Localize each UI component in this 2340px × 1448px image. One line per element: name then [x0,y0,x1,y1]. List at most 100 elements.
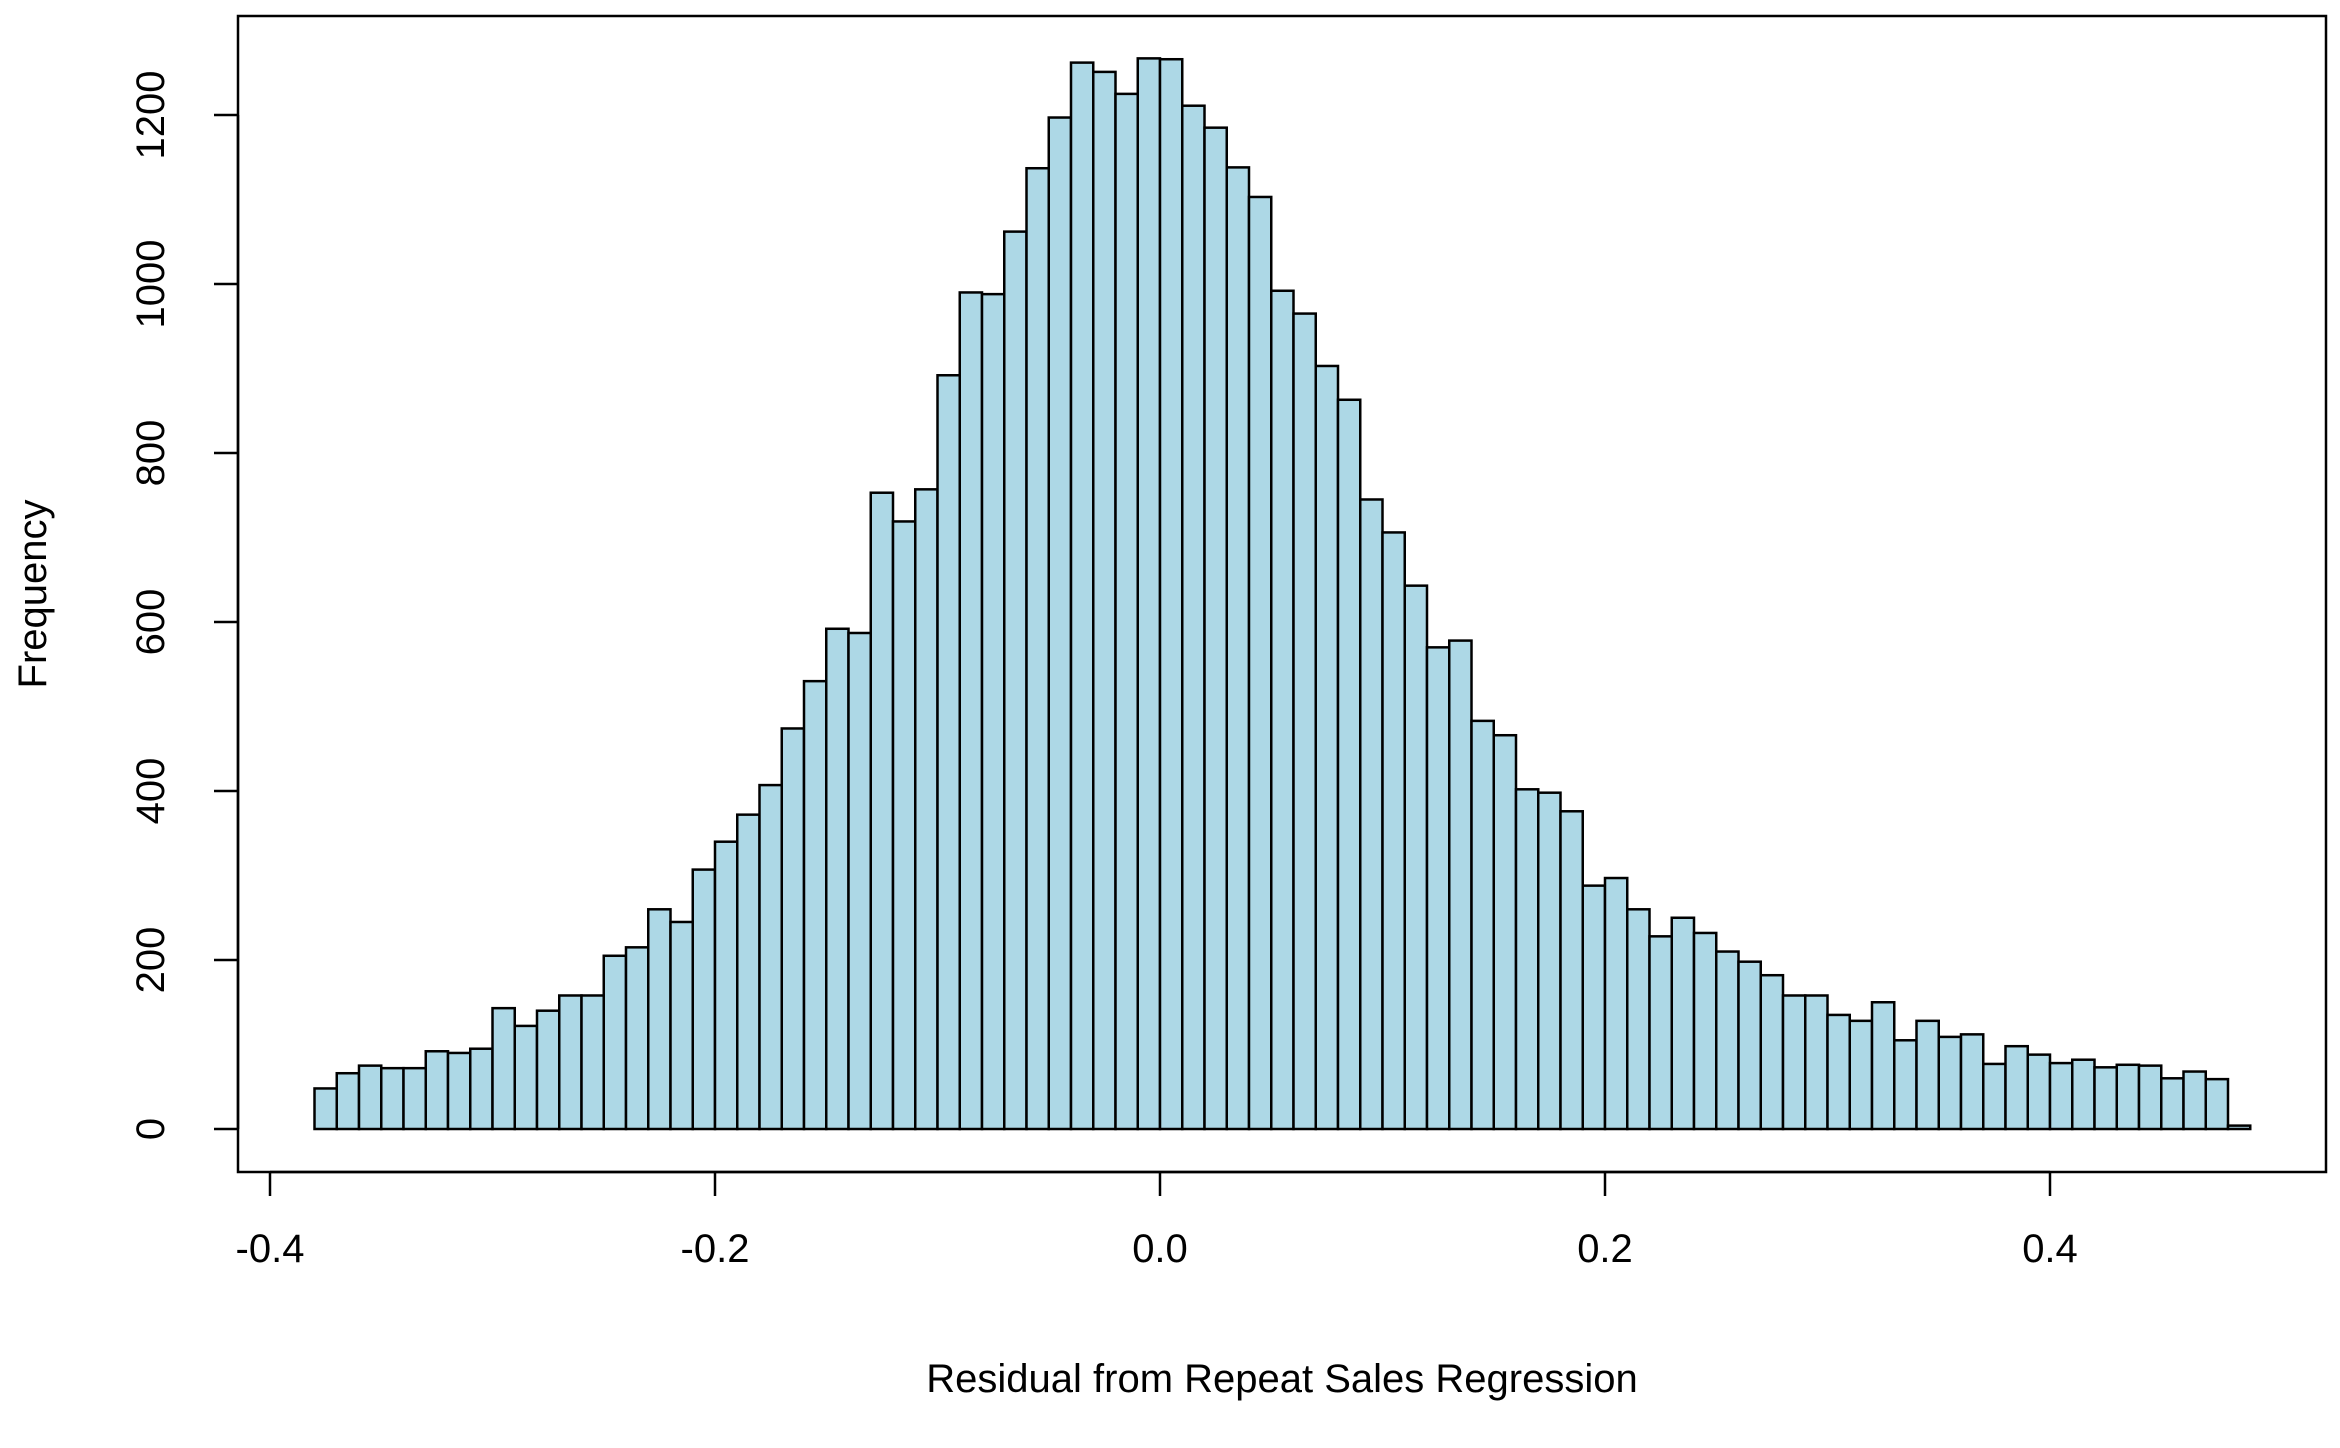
histogram-bar [1136,57,1162,1131]
x-tick-label: -0.4 [236,1227,305,1271]
histogram-bar [1158,57,1184,1131]
histogram-bar [1670,916,1696,1131]
histogram-bar [580,994,605,1131]
histogram-bar [624,946,650,1131]
histogram-bar [2182,1070,2207,1131]
histogram-bar [869,491,895,1131]
histogram-bar [825,627,850,1131]
histogram-bar [1470,719,1495,1131]
histogram-bar [1203,126,1228,1131]
histogram-bar [1092,70,1117,1131]
histogram-bar [1359,498,1384,1131]
histogram-bar [1492,733,1518,1131]
y-axis: 0 200 400 600 800 1000 1200 [129,71,240,1140]
histogram-bar [535,1009,561,1131]
histogram-bar [1648,935,1673,1131]
x-tick-label: 0.2 [1577,1227,1633,1271]
histogram-bar [1425,646,1451,1131]
histogram-bar [2093,1066,2118,1131]
histogram-bar [1603,876,1629,1131]
histogram-bar [2137,1064,2163,1131]
histogram-bar [1737,960,1762,1131]
y-tick-label: 200 [129,927,173,994]
histogram-bar [1692,931,1718,1131]
histogram-bar [2115,1063,2141,1131]
histogram-bar [402,1066,427,1131]
histogram-bar [380,1066,405,1131]
histogram-bar [1848,1019,1874,1131]
histogram-bar [1181,104,1206,1131]
x-axis: -0.4 -0.2 0.0 0.2 0.4 [236,1170,2078,1271]
histogram-bar [936,374,961,1131]
histogram-bar [357,1064,383,1131]
y-tick-label: 600 [129,589,173,656]
x-axis-label: Residual from Repeat Sales Regression [926,1357,1637,1401]
histogram-bar [1403,584,1429,1131]
histogram-bar [1715,950,1740,1131]
histogram-bar [2204,1077,2230,1131]
histogram-bar [2048,1061,2074,1131]
histogram-bar [1959,1033,1985,1131]
histogram-bar [647,908,672,1131]
histogram-bar [1915,1019,1940,1131]
histogram-bar [1759,973,1785,1131]
y-tick-label: 0 [129,1118,173,1140]
histogram-bar [2004,1044,2029,1131]
x-tick-label: 0.4 [2022,1227,2078,1271]
histogram-bar [713,840,739,1131]
histogram-bar [513,1024,539,1131]
histogram-bar [2160,1077,2185,1131]
histogram-bar [1626,908,1651,1131]
histogram-bar [1114,92,1139,1131]
histogram-bar [1559,810,1584,1131]
histogram-bar [335,1071,361,1131]
histogram-bar [891,520,917,1131]
histogram-bar [958,291,984,1131]
histogram-bar [847,631,872,1131]
histogram-bar [469,1047,494,1131]
histogram-bar [1448,639,1473,1131]
histogram-bar [558,994,583,1131]
histogram-bar [491,1006,516,1131]
histogram-bar [1781,994,1807,1131]
y-tick-label: 400 [129,758,173,825]
histogram-bar [602,954,628,1131]
histogram-bar [1937,1035,1963,1131]
histogram-bar [313,1087,338,1131]
histogram-bar [1314,364,1340,1131]
histogram-bar [1047,116,1073,1131]
histogram-bar [1581,884,1607,1131]
histogram-bar [1025,166,1050,1131]
y-tick-label: 800 [129,420,173,487]
histogram-bar [736,813,761,1131]
histogram-bar [780,727,806,1131]
histogram-bar [446,1051,472,1131]
histogram-bar [2226,1124,2252,1131]
histogram-bar [1514,788,1540,1131]
y-tick-label: 1000 [129,240,173,329]
histogram-bar [2071,1058,2096,1131]
histogram-bar [758,783,783,1131]
histogram-bar [1003,230,1028,1131]
histogram-bar [1893,1039,1918,1131]
histogram-bar [669,920,694,1131]
histogram-bar [1982,1062,2007,1131]
histogram-bar [2026,1053,2052,1131]
histogram-bar [914,488,939,1131]
histogram-bar [1270,289,1295,1131]
histogram-bar [1870,1001,1896,1131]
y-axis-label: Frequency [11,500,55,689]
histogram-bar [1804,994,1829,1131]
x-tick-label: -0.2 [681,1227,750,1271]
y-tick-label: 1200 [129,71,173,160]
histogram-bar [691,868,717,1131]
histogram-bar [1381,531,1406,1131]
histogram-bar [802,679,828,1131]
histogram-bar [1336,398,1362,1131]
histogram-bar [980,292,1006,1131]
x-tick-label: 0.0 [1132,1227,1188,1271]
histogram-bar [1069,61,1095,1131]
histogram-bar [424,1050,450,1131]
histogram-bar [1247,195,1273,1131]
